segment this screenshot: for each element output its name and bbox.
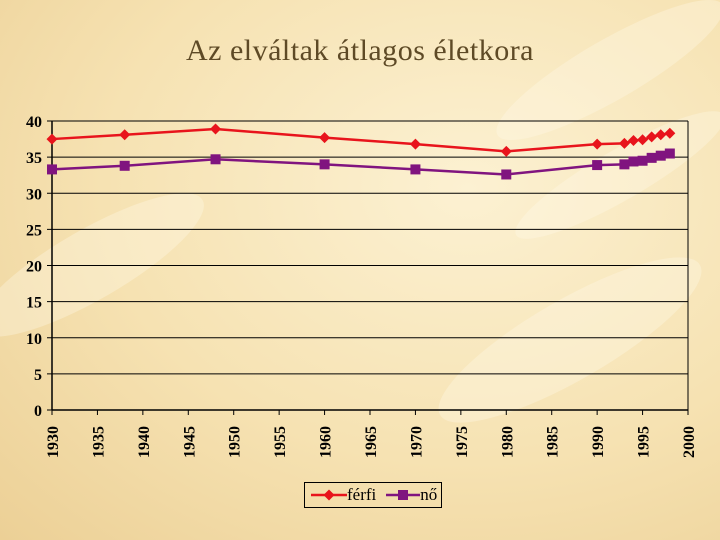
series-line-0	[51, 127, 671, 153]
series-point-0	[646, 131, 658, 143]
series-point-1	[47, 164, 57, 175]
series-point-0	[210, 123, 222, 135]
y-tick-label: 30	[26, 186, 42, 203]
series-point-1	[592, 160, 603, 171]
series-point-0	[618, 137, 630, 149]
legend-label-ferfi: férfi	[347, 485, 377, 504]
series-point-1	[646, 152, 657, 163]
x-tick-label: 1935	[90, 426, 107, 458]
series-point-1	[410, 164, 421, 175]
series-point-1	[319, 159, 330, 170]
x-tick-label: 1970	[408, 426, 425, 458]
series-point-0	[664, 127, 676, 139]
series-point-1	[664, 148, 675, 159]
x-tick-label: 1965	[363, 426, 380, 458]
series-point-0	[409, 138, 421, 150]
series-point-1	[655, 150, 666, 161]
x-tick-label: 2000	[681, 426, 698, 458]
y-tick-label: 10	[26, 331, 42, 348]
legend-marker-no	[386, 490, 421, 500]
x-tick-label: 1955	[272, 426, 289, 458]
x-tick-label: 1985	[545, 426, 562, 458]
legend-item-ferfi: férfi	[311, 485, 376, 505]
x-tick-label: 1950	[227, 426, 244, 458]
x-tick-label: 1990	[590, 426, 607, 458]
series-point-0	[655, 129, 667, 141]
legend-label-no: nő	[420, 485, 438, 504]
series-point-1	[637, 155, 648, 166]
series-point-1	[119, 160, 130, 171]
series-point-0	[46, 133, 58, 145]
x-tick-label: 1930	[45, 426, 62, 458]
x-tick-label: 1945	[181, 426, 198, 458]
series-point-0	[319, 132, 331, 144]
series-point-0	[591, 138, 603, 150]
series-point-1	[501, 169, 512, 180]
legend-item-no: nő	[386, 485, 437, 505]
series-point-1	[210, 154, 221, 165]
x-tick-label: 1995	[636, 426, 653, 458]
y-tick-label: 25	[26, 222, 42, 239]
y-tick-label: 5	[34, 367, 42, 384]
series-point-1	[628, 156, 639, 167]
y-tick-label: 0	[34, 403, 42, 420]
x-tick-label: 1940	[136, 426, 153, 458]
y-tick-label: 35	[26, 150, 42, 167]
y-tick-label: 15	[26, 295, 42, 312]
x-tick-label: 1960	[318, 426, 335, 458]
y-tick-label: 40	[26, 114, 42, 131]
chart-legend: férfi nő	[304, 482, 442, 508]
series-point-1	[619, 159, 630, 170]
series-point-0	[119, 129, 131, 141]
series-point-0	[637, 134, 649, 146]
series-point-0	[627, 135, 639, 147]
legend-marker-ferfi	[311, 489, 347, 501]
chart-title: Az elváltak átlagos életkora	[185, 34, 534, 67]
series-point-0	[500, 145, 512, 157]
x-tick-label: 1980	[499, 426, 516, 458]
y-tick-label: 20	[26, 259, 42, 276]
x-tick-label: 1975	[454, 426, 471, 458]
